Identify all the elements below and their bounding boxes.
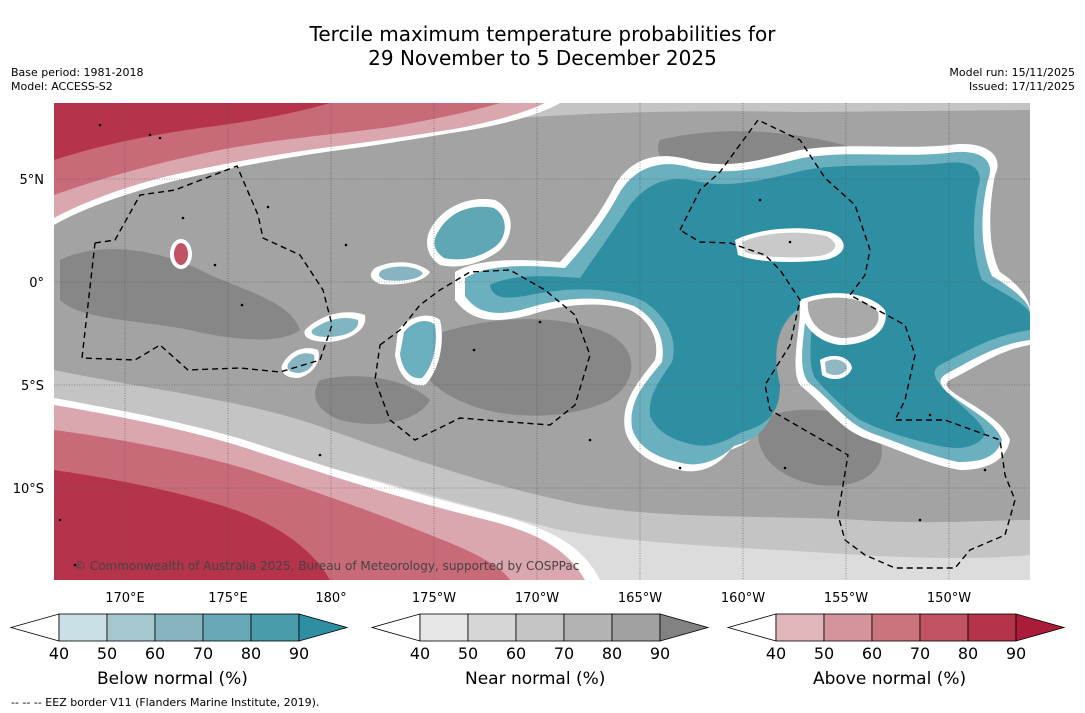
eez-border-3	[679, 119, 1016, 569]
near-normal-island-2-inner	[807, 297, 879, 338]
below-colorbar-tick-label: 90	[289, 644, 309, 663]
above-colorbar-max-triangle	[1015, 613, 1066, 642]
near-colorbar-segment	[467, 613, 517, 642]
near-colorbar-tick-label: 80	[602, 644, 622, 663]
below-normal-main-80	[490, 162, 1030, 448]
near-normal-dark-patch-5	[315, 376, 430, 424]
near-normal-island-inner	[742, 232, 836, 258]
near-normal-island-3-inner	[825, 359, 847, 376]
below-normal-patch-west-3-inner	[400, 320, 436, 379]
near-normal-dark-patch-1	[60, 249, 300, 340]
legend-title-near: Near normal (%)	[465, 669, 606, 689]
below-colorbar-segment	[58, 613, 108, 642]
near-colorbar-tick-label: 70	[554, 644, 574, 663]
colorbar-below-normal: 40 50 60 70 80 90	[9, 613, 349, 663]
chart-title: Tercile maximum temperature probabilitie…	[0, 22, 1085, 70]
above-colorbar-tick-label: 60	[862, 644, 882, 663]
near-colorbar-max-triangle	[659, 613, 710, 642]
eez-border-2	[374, 269, 591, 441]
lat-label: 5°S	[21, 379, 44, 394]
near-colorbar-tick-label: 90	[650, 644, 670, 663]
near-colorbar-tick-label: 50	[458, 644, 478, 663]
below-colorbar-tick-label: 40	[49, 644, 69, 663]
near-normal-dark-patch-2	[417, 319, 632, 416]
above-colorbar-segment	[871, 613, 921, 642]
below-colorbar-segment	[202, 613, 252, 642]
below-colorbar-tick-label: 80	[241, 644, 261, 663]
above-colorbar-tick-label: 50	[814, 644, 834, 663]
above-colorbar-tick-label: 80	[958, 644, 978, 663]
eez-borders	[81, 119, 1016, 569]
model-run: Model run: 15/11/2025	[949, 66, 1075, 79]
lon-label: 155°W	[824, 591, 868, 606]
title-line-1: Tercile maximum temperature probabilitie…	[309, 22, 776, 46]
title-line-2: 29 November to 5 December 2025	[368, 46, 717, 70]
eez-footnote: -- -- -- EEZ border V11 (Flanders Marine…	[11, 696, 320, 709]
lat-label: 0°	[29, 276, 44, 291]
eez-border-1	[81, 165, 333, 373]
above-colorbar-min-triangle	[726, 613, 777, 642]
lon-labels: 170°E 175°E 180° 175°W 170°W 165°W 160°W…	[105, 591, 971, 606]
below-colorbar-tick-label: 70	[193, 644, 213, 663]
meta-right: Model run: 15/11/2025 Issued: 17/11/2025	[949, 66, 1075, 94]
above-normal-nw-80	[54, 103, 330, 160]
probability-map: © Commonwealth of Australia 2025, Bureau…	[54, 103, 1030, 580]
lat-label: 5°N	[20, 173, 45, 188]
near-colorbar-segment	[563, 613, 613, 642]
above-colorbar-segment	[775, 613, 825, 642]
below-normal-patch-center-inner	[378, 266, 423, 281]
below-colorbar-segment	[106, 613, 156, 642]
below-colorbar-max-triangle	[298, 613, 349, 642]
near-colorbar-tick-label: 40	[410, 644, 430, 663]
lon-label: 175°E	[208, 591, 248, 606]
legend-title-below: Below normal (%)	[97, 669, 248, 689]
near-colorbar-segment	[515, 613, 565, 642]
near-colorbar-segment	[419, 613, 469, 642]
below-colorbar-min-triangle	[9, 613, 60, 642]
copyright-text: © Commonwealth of Australia 2025, Bureau…	[74, 559, 579, 573]
below-colorbar-tick-label: 60	[145, 644, 165, 663]
below-normal-north-lobe-inner	[434, 206, 505, 260]
lon-label: 150°W	[927, 591, 971, 606]
base-period: Base period: 1981-2018	[11, 66, 144, 79]
colorbar-above-normal: 40 50 60 70 80 90	[726, 613, 1066, 663]
model-name: Model: ACCESS-S2	[11, 80, 113, 93]
gridlines	[54, 103, 1030, 580]
above-normal-sw-80	[54, 470, 330, 580]
lon-label: 170°E	[105, 591, 145, 606]
above-colorbar-segment	[919, 613, 969, 642]
above-colorbar-tick-label: 40	[766, 644, 786, 663]
lon-label: 170°W	[515, 591, 559, 606]
lon-label: 160°W	[721, 591, 765, 606]
lat-labels: 5°N 0° 5°S 10°S	[13, 173, 44, 497]
near-colorbar-segment	[611, 613, 661, 642]
near-colorbar-min-triangle	[370, 613, 421, 642]
below-colorbar-segment	[154, 613, 204, 642]
lon-label: 175°W	[412, 591, 456, 606]
above-colorbar-segment	[823, 613, 873, 642]
above-colorbar-segment	[967, 613, 1017, 642]
issued-date: Issued: 17/11/2025	[968, 80, 1075, 93]
lon-label: 165°W	[618, 591, 662, 606]
legend-title-above: Above normal (%)	[813, 669, 967, 689]
below-colorbar-tick-label: 50	[97, 644, 117, 663]
below-colorbar-segment	[250, 613, 300, 642]
colorbar-near-normal: 40 50 60 70 80 90	[370, 613, 710, 663]
above-colorbar-tick-label: 70	[910, 644, 930, 663]
near-colorbar-tick-label: 60	[506, 644, 526, 663]
above-normal-spot	[174, 243, 188, 265]
lat-label: 10°S	[13, 482, 44, 497]
lon-label: 180°	[315, 591, 346, 606]
below-normal-patch-west-1-inner	[311, 318, 359, 337]
islands	[58, 123, 987, 567]
meta-left: Base period: 1981-2018 Model: ACCESS-S2	[11, 66, 143, 94]
above-colorbar-tick-label: 90	[1006, 644, 1026, 663]
